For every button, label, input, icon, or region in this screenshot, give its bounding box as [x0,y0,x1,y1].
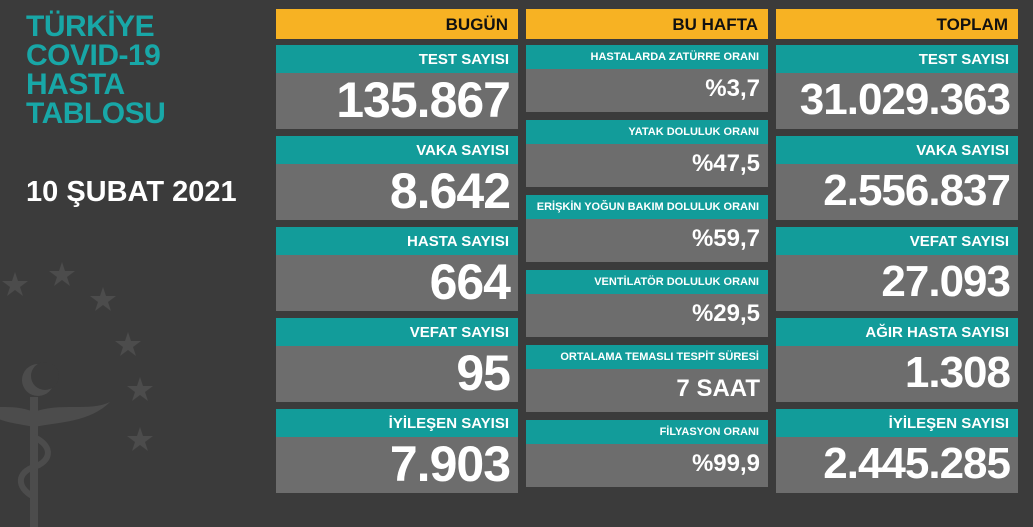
week-icu-value: %59,7 [691,225,760,252]
total-deaths-value: 27.093 [881,257,1011,306]
total-cases-value: 2.556.837 [823,166,1011,215]
total-recovered-label: İYİLEŞEN SAYISI [776,409,1018,437]
week-contact-value: 7 SAAT [676,375,760,402]
today-recovered-value: 7.903 [389,436,511,492]
title-line: COVID-19 [26,39,161,72]
today-test-value: 135.867 [336,72,511,128]
week-icu-card: ERİŞKİN YOĞUN BAKIM DOLULUK ORANI %59,7 [526,195,768,262]
today-patients-label: HASTA SAYISI [276,227,518,255]
total-test-label: TEST SAYISI [776,45,1018,73]
today-patients-value: 664 [429,254,511,310]
week-contact-card: ORTALAMA TEMASLI TESPİT SÜRESİ 7 SAAT [526,345,768,412]
week-bed-value: %47,5 [691,150,760,177]
total-cases-label: VAKA SAYISI [776,136,1018,164]
week-pneumonia-card: HASTALARDA ZATÜRRE ORANI %3,7 [526,45,768,112]
total-test-card: TEST SAYISI 31.029.363 [776,45,1018,129]
title-line: HASTA [26,68,125,101]
week-pneumonia-label: HASTALARDA ZATÜRRE ORANI [526,45,768,69]
title-line: TÜRKİYE [26,10,155,43]
today-deaths-label: VEFAT SAYISI [276,318,518,346]
today-recovered-label: İYİLEŞEN SAYISI [276,409,518,437]
total-recovered-card: İYİLEŞEN SAYISI 2.445.285 [776,409,1018,493]
week-contact-label: ORTALAMA TEMASLI TESPİT SÜRESİ [526,345,768,369]
total-deaths-card: VEFAT SAYISI 27.093 [776,227,1018,311]
week-bed-label: YATAK DOLULUK ORANI [526,120,768,144]
total-column: TOPLAM [776,9,1018,39]
total-header: TOPLAM [776,9,1018,39]
report-date: 10 ŞUBAT 2021 [26,176,237,208]
week-ventilator-card: VENTİLATÖR DOLULUK ORANI %29,5 [526,270,768,337]
title-line: TABLOSU [26,97,166,130]
today-deaths-card: VEFAT SAYISI 95 [276,318,518,402]
week-icu-label: ERİŞKİN YOĞUN BAKIM DOLULUK ORANI [526,195,768,219]
dashboard-title: TÜRKİYE COVID-19 HASTA TABLOSU [26,10,166,130]
today-deaths-value: 95 [456,345,511,401]
today-cases-card: VAKA SAYISI 8.642 [276,136,518,220]
week-bed-card: YATAK DOLULUK ORANI %47,5 [526,120,768,187]
ministry-emblem-icon [0,262,153,527]
week-header: BU HAFTA [526,9,768,39]
total-severe-label: AĞIR HASTA SAYISI [776,318,1018,346]
week-pneumonia-value: %3,7 [705,75,760,102]
week-ventilator-label: VENTİLATÖR DOLULUK ORANI [526,270,768,294]
today-header: BUGÜN [276,9,518,39]
total-recovered-value: 2.445.285 [823,439,1011,488]
today-test-label: TEST SAYISI [276,45,518,73]
total-cases-card: VAKA SAYISI 2.556.837 [776,136,1018,220]
today-cases-value: 8.642 [389,163,511,219]
today-patients-card: HASTA SAYISI 664 [276,227,518,311]
week-filiation-card: FİLYASYON ORANI %99,9 [526,420,768,487]
week-filiation-label: FİLYASYON ORANI [526,420,768,444]
today-column: BUGÜN [276,9,518,39]
week-ventilator-value: %29,5 [691,300,760,327]
today-cases-label: VAKA SAYISI [276,136,518,164]
total-test-value: 31.029.363 [799,75,1011,124]
today-recovered-card: İYİLEŞEN SAYISI 7.903 [276,409,518,493]
total-deaths-label: VEFAT SAYISI [776,227,1018,255]
total-severe-card: AĞIR HASTA SAYISI 1.308 [776,318,1018,402]
today-test-card: TEST SAYISI 135.867 [276,45,518,129]
week-column: BU HAFTA [526,9,768,39]
week-filiation-value: %99,9 [691,450,760,477]
total-severe-value: 1.308 [904,348,1011,397]
